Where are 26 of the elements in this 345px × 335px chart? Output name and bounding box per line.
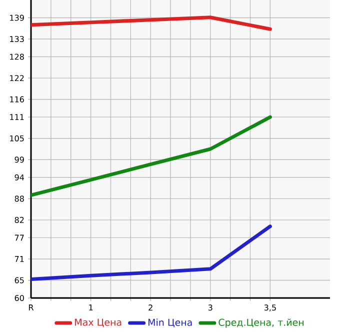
y-tick-label: 65 [14, 277, 24, 284]
legend-label: Сред.Цена, т.йен [218, 318, 304, 328]
x-tick-label: 2 [148, 304, 152, 310]
line-series [31, 224, 272, 281]
y-tick-label: 139 [10, 14, 24, 21]
x-tick-label: 3 [208, 304, 212, 311]
y-tick-label: 128 [10, 54, 24, 60]
y-tick-label: 82 [14, 216, 24, 223]
line-series [31, 16, 272, 31]
y-tick-label: 105 [10, 135, 24, 142]
y-tick-label: 60 [14, 294, 24, 302]
y-tick-label: 116 [10, 96, 24, 102]
y-tick-label: 88 [14, 196, 24, 202]
y-tick-label: 133 [10, 36, 24, 42]
x-tick-label: R [29, 304, 34, 310]
x-tick-label: 3,5 [264, 304, 276, 312]
y-tick-label: 94 [14, 174, 24, 180]
x-tick-label: 1 [89, 304, 93, 310]
y-tick-label: 122 [10, 75, 24, 82]
legend-label: Min Цена [148, 318, 192, 328]
y-tick-label: 71 [14, 256, 24, 262]
line-series [31, 115, 272, 197]
y-tick-label: 99 [14, 156, 24, 163]
y-tick-label: 111 [10, 114, 24, 120]
legend-label: Max Цена [75, 318, 122, 328]
y-tick-label: 77 [14, 234, 24, 241]
